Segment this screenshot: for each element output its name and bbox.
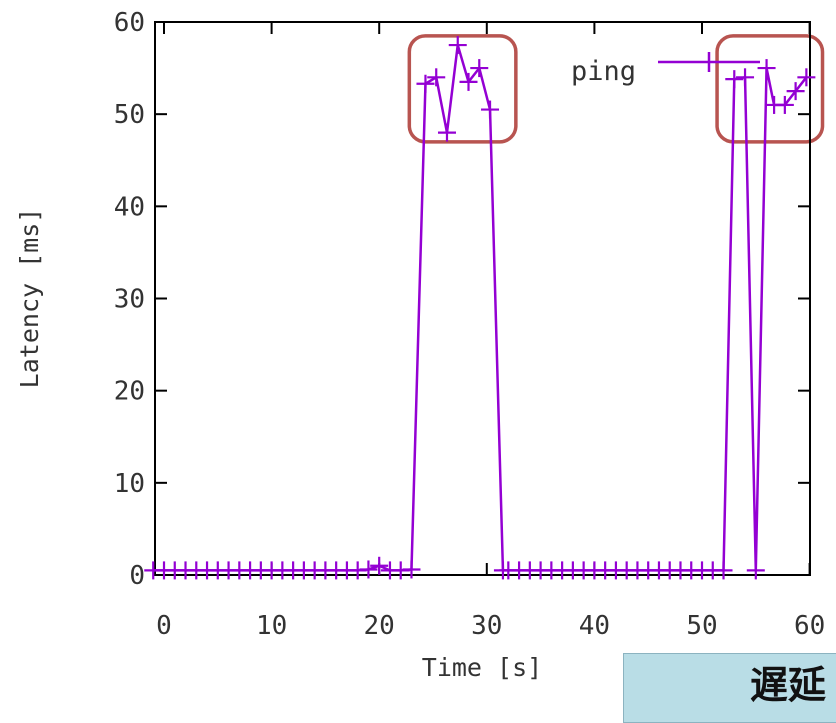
- y-tick-label: 10: [114, 469, 145, 499]
- data-point: [416, 74, 435, 93]
- x-tick-label: 30: [471, 611, 502, 641]
- y-tick-label: 40: [114, 192, 145, 222]
- x-tick-label: 10: [256, 611, 287, 641]
- highlight-boxes: [407, 34, 825, 144]
- data-point: [370, 556, 389, 575]
- x-axis-title: Time [s]: [422, 653, 542, 682]
- data-point: [437, 123, 456, 142]
- data-point: [746, 561, 765, 580]
- x-tick-label: 40: [579, 611, 610, 641]
- y-tick-label: 50: [114, 100, 145, 130]
- y-tick-label: 20: [114, 377, 145, 407]
- legend-label: ping: [571, 56, 636, 87]
- highlight-box-1: [715, 34, 825, 144]
- data-point: [402, 560, 421, 579]
- data-point: [359, 560, 378, 579]
- data-point: [427, 68, 446, 87]
- data-point: [797, 68, 816, 87]
- data-point: [736, 68, 755, 87]
- highlight-box-0: [407, 34, 518, 144]
- data-point: [714, 561, 733, 580]
- x-axis-ticks: 0 10 20 30 40 50 60: [156, 22, 825, 641]
- x-tick-label: 50: [686, 611, 717, 641]
- data-point: [725, 70, 744, 89]
- data-point: [757, 59, 776, 78]
- annotation-banner-text: 遅延: [750, 663, 827, 707]
- annotation-banner: 遅延: [623, 653, 836, 723]
- data-point: [470, 59, 489, 78]
- series-line-ping: [153, 43, 808, 572]
- data-point: [481, 100, 500, 119]
- y-tick-label: 30: [114, 285, 145, 315]
- data-point: [448, 36, 467, 55]
- data-point: [775, 95, 794, 114]
- data-point: [786, 82, 805, 101]
- y-axis-ticks: 0 10 20 30 40 50 60: [114, 8, 810, 591]
- x-tick-label: 20: [364, 611, 395, 641]
- data-point: [459, 72, 478, 91]
- series-ping: [144, 36, 816, 580]
- y-tick-label: 0: [129, 561, 145, 591]
- x-tick-label: 0: [156, 611, 172, 641]
- plot-frame: [154, 21, 811, 576]
- x-tick-label: 60: [794, 611, 825, 641]
- y-tick-label: 60: [114, 8, 145, 38]
- legend: ping: [571, 52, 760, 87]
- y-axis-title: Latency [ms]: [15, 208, 44, 389]
